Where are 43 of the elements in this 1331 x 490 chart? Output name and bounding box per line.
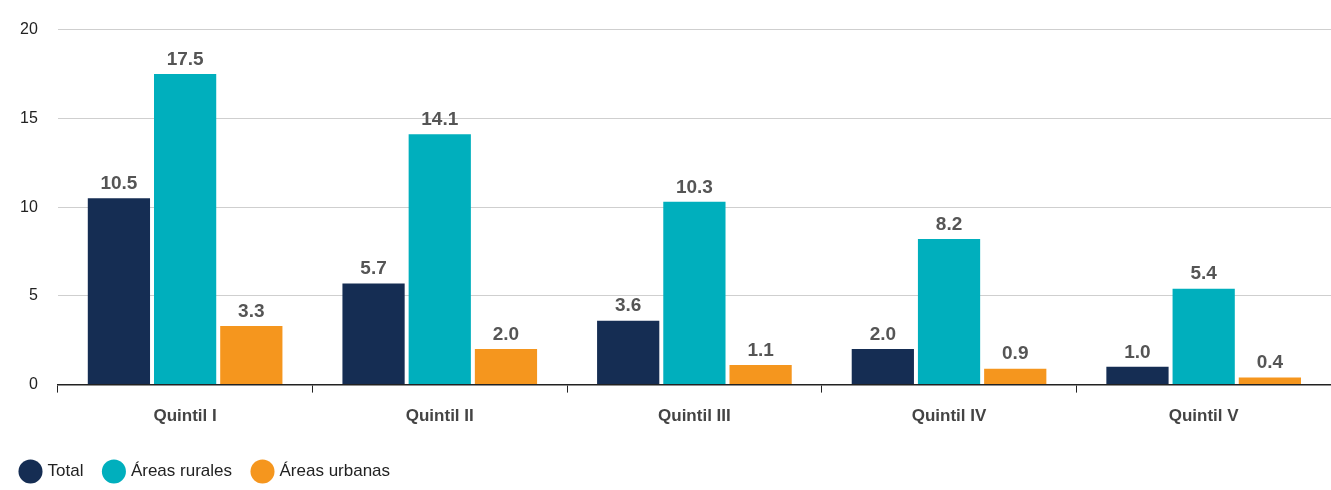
data-label: 10.5 [100,171,138,193]
bar [87,198,151,385]
data-label: 1.0 [1124,340,1151,362]
legend-label: Áreas rurales [130,461,233,481]
data-label: 8.2 [935,212,963,234]
bar [597,320,660,385]
data-label: 0.4 [1256,351,1284,373]
bar [1106,366,1169,385]
y-tick-label: 10 [20,197,38,215]
x-tick-label: Quintil II [405,406,474,426]
data-label: 1.1 [747,338,775,360]
data-label: 2.0 [869,322,897,344]
bar [851,349,914,385]
y-tick-label: 15 [20,108,38,126]
bar [408,134,471,385]
data-label: 3.3 [238,299,265,321]
y-tick-label: 20 [20,20,38,38]
x-tick-label: Quintil III [658,406,731,426]
x-tick-label: Quintil V [1168,406,1240,426]
data-label: 10.3 [675,175,713,197]
y-tick-label: 5 [28,286,38,304]
legend-label: Total [47,461,84,481]
bar [917,239,981,385]
bar [1238,377,1301,385]
bar [342,283,405,385]
bar [154,73,217,385]
x-tick-label: Quintil I [153,406,217,426]
data-label: 3.6 [614,294,642,316]
bar [220,326,283,385]
data-label: 2.0 [492,322,520,344]
bar [663,201,726,385]
bar [729,365,792,385]
data-label: 14.1 [421,108,459,130]
data-label: 5.7 [360,257,387,279]
data-label: 0.9 [1002,342,1029,364]
bar [984,368,1047,385]
data-label: 17.5 [166,47,205,69]
bar [1172,288,1235,385]
y-tick-label: 0 [28,375,38,393]
legend-label: Áreas urbanas [279,461,391,481]
x-tick-label: Quintil IV [911,406,987,426]
bar [474,349,538,385]
data-label: 5.4 [1190,262,1218,284]
